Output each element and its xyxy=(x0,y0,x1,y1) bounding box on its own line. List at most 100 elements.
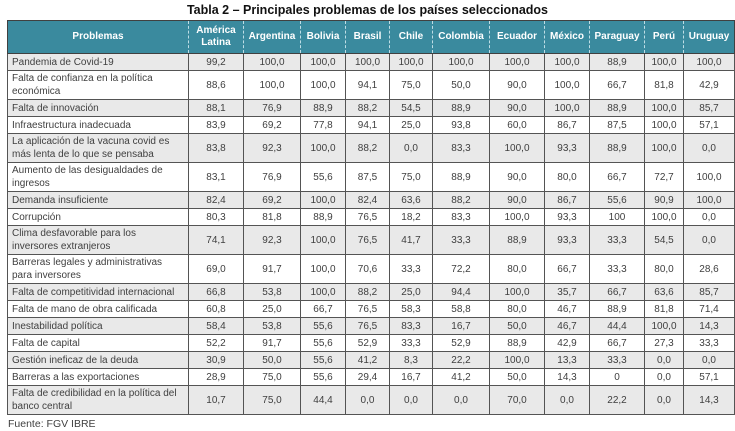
value-cell: 93,3 xyxy=(544,133,590,163)
table-row: Falta de innovación 88,1 76,9 88,9 88,2 54,5 8… xyxy=(7,99,735,117)
problem-cell: Falta de confianza en la política económ… xyxy=(7,70,189,100)
value-cell: 72,7 xyxy=(644,162,684,192)
value-cell: 83,3 xyxy=(389,317,433,335)
value-cell: 57,1 xyxy=(683,368,735,386)
value-cell: 83,9 xyxy=(188,116,244,134)
value-cell: 29,4 xyxy=(345,368,390,386)
value-cell: 75,0 xyxy=(243,368,301,386)
value-cell: 28,6 xyxy=(683,254,735,284)
value-cell: 55,6 xyxy=(589,191,645,209)
value-cell: 60,8 xyxy=(188,300,244,318)
table-body: Pandemia de Covid-19 99,2 100,0 100,0 100,0 1… xyxy=(7,53,735,415)
value-cell: 87,5 xyxy=(345,162,390,192)
table-title: Tabla 2 – Principales problemas de los p… xyxy=(186,3,549,17)
value-cell: 100,0 xyxy=(544,99,590,117)
value-cell: 80,0 xyxy=(489,254,545,284)
value-cell: 22,2 xyxy=(589,385,645,415)
problem-cell: Pandemia de Covid-19 xyxy=(7,53,189,71)
value-cell: 72,2 xyxy=(432,254,490,284)
value-cell: 22,2 xyxy=(432,351,490,369)
value-cell: 25,0 xyxy=(389,116,433,134)
value-cell: 46,7 xyxy=(544,300,590,318)
value-cell: 41,2 xyxy=(345,351,390,369)
value-cell: 30,9 xyxy=(188,351,244,369)
value-cell: 90,0 xyxy=(489,191,545,209)
value-cell: 81,8 xyxy=(644,300,684,318)
value-cell: 100,0 xyxy=(432,53,490,71)
value-cell: 82,4 xyxy=(345,191,390,209)
value-cell: 87,5 xyxy=(589,116,645,134)
table-row: Inestabilidad política 58,4 53,8 55,6 76,5 83… xyxy=(7,317,735,335)
table-row: Falta de credibilidad en la política del… xyxy=(7,385,735,415)
value-cell: 52,2 xyxy=(188,334,244,352)
table-row: Pandemia de Covid-19 99,2 100,0 100,0 100,0 1… xyxy=(7,53,735,71)
table-row: Corrupción 80,3 81,8 88,9 76,5 18,2 83,3 100,0 9… xyxy=(7,208,735,226)
table-row: Barreras legales y administrativas para … xyxy=(7,254,735,284)
value-cell: 100,0 xyxy=(489,53,545,71)
problem-cell: Falta de competitividad internacional xyxy=(7,283,189,301)
problem-cell: La aplicación de la vacuna covid es más … xyxy=(7,133,189,163)
value-cell: 85,7 xyxy=(683,99,735,117)
column-header-mexico: México xyxy=(544,20,590,54)
problem-cell: Falta de innovación xyxy=(7,99,189,117)
table-row: Falta de competitividad internacional 66,… xyxy=(7,283,735,301)
value-cell: 50,0 xyxy=(489,368,545,386)
value-cell: 0,0 xyxy=(683,225,735,255)
value-cell: 88,2 xyxy=(432,191,490,209)
value-cell: 83,3 xyxy=(432,208,490,226)
value-cell: 25,0 xyxy=(389,283,433,301)
value-cell: 100,0 xyxy=(489,351,545,369)
value-cell: 42,9 xyxy=(544,334,590,352)
value-cell: 70,0 xyxy=(489,385,545,415)
value-cell: 52,9 xyxy=(432,334,490,352)
value-cell: 100,0 xyxy=(644,317,684,335)
value-cell: 52,9 xyxy=(345,334,390,352)
value-cell: 100,0 xyxy=(644,116,684,134)
value-cell: 41,2 xyxy=(432,368,490,386)
value-cell: 75,0 xyxy=(389,70,433,100)
value-cell: 0,0 xyxy=(389,133,433,163)
value-cell: 50,0 xyxy=(432,70,490,100)
value-cell: 88,9 xyxy=(589,99,645,117)
value-cell: 13,3 xyxy=(544,351,590,369)
value-cell: 28,9 xyxy=(188,368,244,386)
column-header-colombia: Colombia xyxy=(432,20,490,54)
value-cell: 100,0 xyxy=(300,191,346,209)
value-cell: 90,0 xyxy=(489,70,545,100)
value-cell: 44,4 xyxy=(589,317,645,335)
value-cell: 88,9 xyxy=(489,225,545,255)
problem-cell: Clima desfavorable para los inversores e… xyxy=(7,225,189,255)
value-cell: 80,3 xyxy=(188,208,244,226)
problem-cell: Inestabilidad política xyxy=(7,317,189,335)
value-cell: 0 xyxy=(589,368,645,386)
value-cell: 91,7 xyxy=(243,334,301,352)
column-header-bolivia: Bolivia xyxy=(300,20,346,54)
value-cell: 54,5 xyxy=(389,99,433,117)
value-cell: 100,0 xyxy=(300,53,346,71)
value-cell: 88,9 xyxy=(432,99,490,117)
value-cell: 16,7 xyxy=(432,317,490,335)
value-cell: 14,3 xyxy=(544,368,590,386)
value-cell: 0,0 xyxy=(345,385,390,415)
value-cell: 33,3 xyxy=(389,334,433,352)
value-cell: 76,5 xyxy=(345,225,390,255)
problem-cell: Gestión ineficaz de la deuda xyxy=(7,351,189,369)
value-cell: 88,9 xyxy=(589,53,645,71)
problem-cell: Falta de capital xyxy=(7,334,189,352)
column-header-brasil: Brasil xyxy=(345,20,390,54)
column-header-uruguay: Uruguay xyxy=(683,20,735,54)
column-header-ecuador: Ecuador xyxy=(489,20,545,54)
value-cell: 55,6 xyxy=(300,334,346,352)
value-cell: 41,7 xyxy=(389,225,433,255)
value-cell: 80,0 xyxy=(544,162,590,192)
value-cell: 53,8 xyxy=(243,317,301,335)
value-cell: 33,3 xyxy=(589,351,645,369)
value-cell: 90,0 xyxy=(489,99,545,117)
value-cell: 58,4 xyxy=(188,317,244,335)
problem-cell: Falta de credibilidad en la política del… xyxy=(7,385,189,415)
value-cell: 33,3 xyxy=(389,254,433,284)
value-cell: 16,7 xyxy=(389,368,433,386)
value-cell: 33,3 xyxy=(432,225,490,255)
value-cell: 92,3 xyxy=(243,225,301,255)
